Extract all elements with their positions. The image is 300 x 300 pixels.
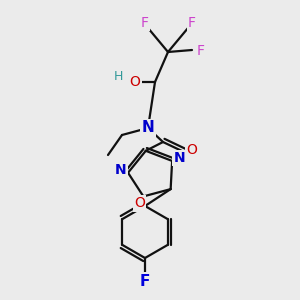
Text: O: O bbox=[134, 196, 145, 210]
Text: F: F bbox=[188, 16, 196, 30]
Text: F: F bbox=[140, 274, 150, 289]
Text: H: H bbox=[113, 70, 123, 83]
Text: N: N bbox=[115, 163, 127, 177]
Text: N: N bbox=[142, 121, 154, 136]
Text: F: F bbox=[197, 44, 205, 58]
Text: O: O bbox=[130, 75, 140, 89]
Text: F: F bbox=[141, 16, 149, 30]
Text: N: N bbox=[173, 151, 185, 165]
Text: O: O bbox=[187, 143, 197, 157]
